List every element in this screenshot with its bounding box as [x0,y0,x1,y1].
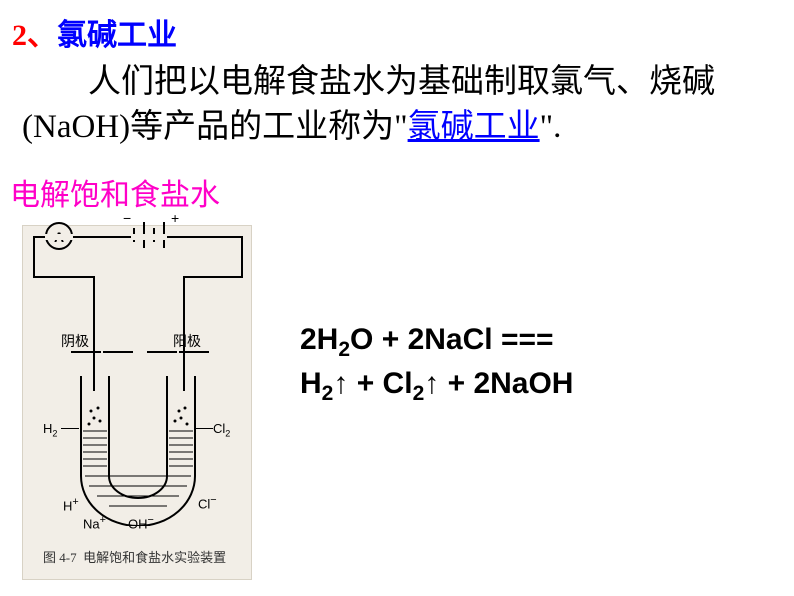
electrolysis-diagram: A − + 阴极 阳极 [22,225,252,580]
ohminus-sup: − [148,514,154,526]
wire-left-electrode [93,276,95,391]
figure-caption: 图 4-7 电解饱和食盐水实验装置 [43,548,243,568]
wire-left-h [33,276,93,278]
eq-l1-b: O + 2NaCl === [350,323,553,356]
anode-label: 阳极 [173,331,201,351]
cl-minus-label: Cl− [198,494,217,511]
h2-pointer [61,428,79,429]
para-text-1: 人们把以电解食盐水为基础制取氯气、烧碱(NaOH)等产品的工业称为" [22,64,715,145]
plus-sign: + [171,210,179,226]
na-plus-label: Na+ [83,514,106,531]
eq-sub-3: 2 [413,382,425,405]
minus-sign: − [123,210,131,226]
u-tube-svg [71,376,205,526]
naplus-sup: + [100,514,106,526]
eq-l2-c: ↑ + 2NaOH [424,367,573,400]
tube-lip-right-2 [179,351,209,353]
heading-number: 2 [12,19,27,52]
subtitle: 电解饱和食盐水 [10,170,220,214]
cl2-pointer [195,428,213,429]
eq-l1-a: 2H [300,323,338,356]
wire-right-v1 [241,236,243,276]
cl2-label: Cl2 [213,421,230,439]
cathode-label: 阴极 [61,331,89,351]
para-text-2: ". [540,109,562,145]
heading-separator: 、 [27,19,57,52]
tube-lip-right-1 [147,351,177,353]
chemical-equation: 2H2O + 2NaCl === H2↑ + Cl2↑ + 2NaOH [300,320,573,409]
eq-sub-1: 2 [338,338,350,361]
circuit-wires: A − + [23,232,251,292]
clminus-text: Cl [198,496,210,511]
eq-sub-2: 2 [322,382,334,405]
h2-text: H [43,421,52,436]
caption-num: 图 4-7 [43,550,77,565]
h2-sub: 2 [52,429,57,439]
tube-lip-left-1 [71,351,101,353]
wire-right-h [183,276,243,278]
cl2-sub: 2 [225,429,230,439]
clminus-sup: − [210,494,216,506]
eq-l2-a: H [300,367,322,400]
caption-text: 电解饱和食盐水实验装置 [83,550,226,565]
tube-lip-left-2 [103,351,133,353]
wire-left-v1 [33,236,35,276]
wire-mask-1 [45,234,73,240]
ohminus-text: OH [128,516,148,531]
intro-paragraph: 人们把以电解食盐水为基础制取氯气、烧碱(NaOH)等产品的工业称为"氯碱工业". [22,60,772,149]
wire-mask-2 [131,234,167,240]
equation-line-1: 2H2O + 2NaCl === [300,320,573,364]
chlor-alkali-link[interactable]: 氯碱工业 [408,109,540,145]
indent [22,64,88,100]
equation-line-2: H2↑ + Cl2↑ + 2NaOH [300,364,573,408]
h2-label: H2 [43,421,57,439]
hplus-sup: + [72,496,78,508]
cl2-text: Cl [213,421,225,436]
naplus-text: Na [83,516,100,531]
heading-title: 氯碱工业 [57,19,177,52]
h-plus-label: H+ [63,496,79,513]
oh-minus-label: OH− [128,514,154,531]
section-heading: 2、氯碱工业 [12,10,177,54]
eq-l2-b: ↑ + Cl [333,367,412,400]
u-tube [71,376,205,526]
hplus-text: H [63,498,72,513]
